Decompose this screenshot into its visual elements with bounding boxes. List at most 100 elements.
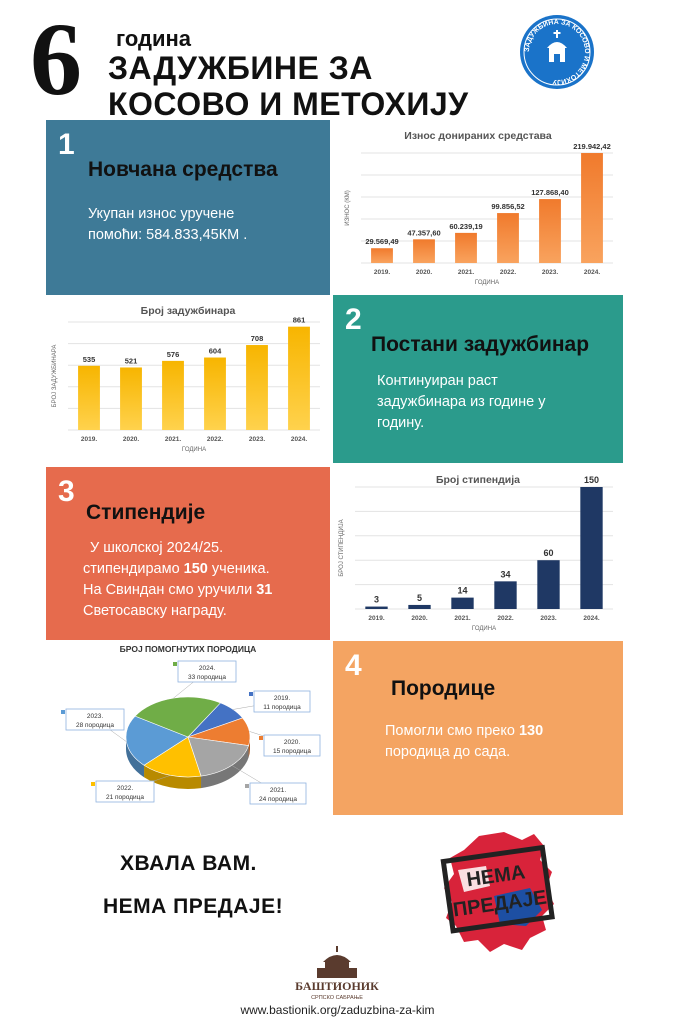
panel-title: Стипендије — [86, 501, 206, 524]
years-word: година — [116, 26, 192, 51]
panel-text-line3: На Свиндан смо уручили 31 — [83, 580, 272, 601]
data-label: 34 — [500, 569, 510, 579]
church-icon — [547, 30, 567, 62]
x-tick-label: 2022. — [500, 269, 516, 276]
data-label: 604 — [209, 347, 222, 356]
text-part: ученика. — [207, 561, 270, 577]
x-tick-label: 2019. — [81, 436, 97, 443]
bar-2021 — [162, 360, 184, 430]
x-tick-label: 2020. — [416, 269, 432, 276]
families-pie-chart: БРОЈ ПОМОГНУТИХ ПОРОДИЦА 2019. 11 породица… — [46, 641, 330, 815]
scholarship-count: 150 — [183, 561, 208, 577]
panel-become-member: 2 Постани задужбинар Континуиран раст за… — [333, 295, 623, 463]
slice-year-label: 2021. — [270, 787, 286, 794]
slice-label-box — [253, 690, 311, 713]
kosovo-map-stamp: НЕМА ПРЕДАЈЕ — [440, 832, 555, 952]
x-tick-label: 2019. — [368, 615, 384, 622]
bastionik-logo: БАШТИОНИК СРПСКО САБРАЊЕ — [295, 946, 379, 1001]
x-axis-label: ГОДИНА — [475, 280, 499, 286]
slice-year-label: 2019. — [274, 695, 290, 702]
panel-title: Породице — [391, 677, 496, 700]
bar-2019 — [78, 365, 100, 430]
y-axis-label: БРОЈ СТИПЕНДИЈА — [339, 519, 345, 576]
panel-number: 2 — [345, 303, 362, 336]
x-axis-label: ГОДИНА — [472, 626, 496, 632]
slice-value-label: 28 породица — [76, 722, 114, 729]
x-tick-label: 2021. — [165, 436, 181, 443]
slice-side-2021 — [201, 745, 249, 789]
thanks-line: ХВАЛА ВАМ. — [120, 852, 257, 875]
data-label: 861 — [293, 316, 306, 325]
slice-side-2022 — [144, 765, 202, 789]
bar-2022 — [497, 213, 519, 263]
bar-2024 — [580, 487, 603, 609]
brand-name: БАШТИОНИК — [295, 979, 379, 993]
data-label: 47.357,60 — [407, 228, 440, 237]
slice-label-marker — [249, 692, 253, 696]
data-label: 3 — [374, 595, 379, 605]
slice-label-marker — [61, 710, 65, 714]
slice-year-label: 2020. — [284, 739, 300, 746]
x-axis-label: ГОДИНА — [182, 447, 206, 453]
data-label: 14 — [457, 586, 467, 596]
slice-side-2023 — [126, 737, 145, 778]
slice-label-marker — [245, 784, 249, 788]
page-title-line2: КОСОВО И МЕТОХИЈУ — [108, 86, 469, 122]
panel-text-line3: годину. — [377, 415, 425, 431]
bar-2024 — [288, 326, 310, 430]
chart-title: Број стипендија — [436, 474, 520, 486]
data-label: 60 — [543, 548, 553, 558]
slice-2023 — [125, 715, 189, 766]
bar-2024 — [581, 153, 603, 263]
slice-value-label: 24 породица — [259, 796, 297, 803]
foundation-logo: ЗАДУЖБИНА ЗА КОСОВО И МЕТОХИЈУ — [520, 15, 594, 89]
slice-value-label: 21 породица — [106, 794, 144, 801]
data-label: 127.868,40 — [531, 188, 569, 197]
brand-subtitle: СРПСКО САБРАЊЕ — [311, 995, 363, 1001]
panel-text-line2: породица до сада. — [385, 744, 511, 760]
bar-2021 — [455, 232, 477, 263]
slice-label-box — [65, 708, 125, 731]
bar-2022 — [494, 581, 517, 609]
y-axis-label: ИЗНОС (КМ) — [345, 190, 351, 225]
chart-title: БРОЈ ПОМОГНУТИХ ПОРОДИЦА — [120, 644, 257, 654]
slice-year-label: 2024. — [199, 665, 215, 672]
x-tick-label: 2020. — [411, 615, 427, 622]
donations-chart: Износ донираних средстава 29.569,49 2019. 4… — [333, 123, 623, 293]
text-part: стипендирамо — [83, 561, 184, 577]
x-tick-label: 2021. — [458, 269, 474, 276]
data-label: 60.239,19 — [449, 222, 482, 231]
slice-year-label: 2023. — [87, 713, 103, 720]
bar-2019 — [371, 248, 393, 263]
panel-text-line2: задужбинара из године у — [377, 394, 546, 410]
slice-label-marker — [91, 782, 95, 786]
monastery-icon — [317, 946, 357, 978]
data-label: 150 — [584, 475, 599, 485]
big-number-six: 6 — [30, 2, 82, 117]
slice-2024 — [134, 696, 221, 738]
slice-label-box — [177, 660, 237, 683]
bar-2023 — [539, 199, 561, 263]
x-tick-label: 2023. — [249, 436, 265, 443]
x-tick-label: 2024. — [584, 269, 600, 276]
data-label: 29.569,49 — [365, 237, 398, 246]
slice-2021 — [187, 736, 249, 777]
slice-value-label: 11 породица — [263, 704, 301, 711]
family-count: 130 — [518, 723, 544, 739]
panel-number: 1 — [58, 128, 75, 161]
families-pie-svg: БРОЈ ПОМОГНУТИХ ПОРОДИЦА 2019. 11 породица… — [61, 644, 321, 805]
data-label: 521 — [125, 356, 138, 365]
bar-2020 — [120, 367, 142, 430]
scholarships-chart: Број стипендија 3 2019. 5 2020. 14 2021. 34 2022… — [333, 467, 623, 637]
data-label: 219.942,42 — [573, 142, 611, 151]
data-label: 99.856,52 — [491, 202, 524, 211]
donations-chart-svg: Износ донираних средстава 29.569,49 2019. 4… — [345, 130, 613, 286]
panel-families: 4 Породице Помогли смо преко 130 породиц… — [333, 641, 623, 815]
x-tick-label: 2019. — [374, 269, 390, 276]
text-part: На Свиндан смо уручили — [83, 582, 257, 598]
chart-title: Број задужбинара — [141, 305, 236, 317]
text-part: Помогли смо преко — [385, 723, 519, 739]
website-link[interactable]: www.bastionik.org/zaduzbina-za-kim — [240, 1003, 435, 1017]
panel-title: Новчана средства — [88, 158, 278, 181]
data-label: 535 — [83, 355, 96, 364]
